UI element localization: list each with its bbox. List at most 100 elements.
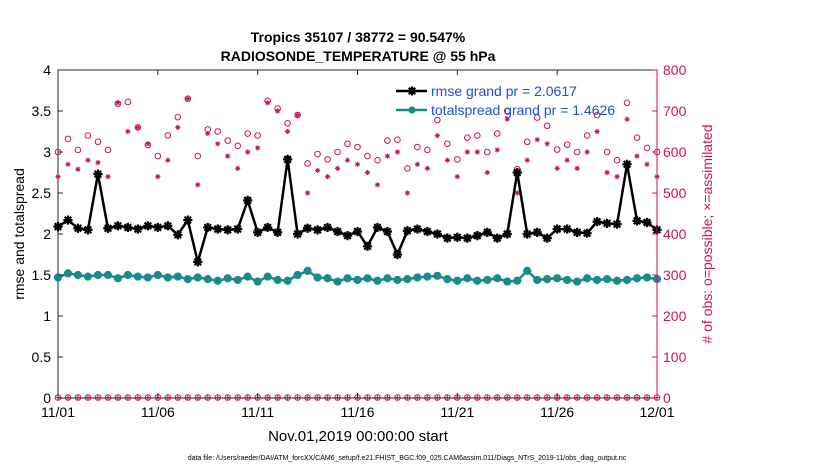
obs-baseline-possible-point <box>583 394 591 401</box>
obs-assimilated-point <box>125 128 131 135</box>
totalspread-point <box>333 277 342 286</box>
obs-baseline-assimilated-point <box>484 394 490 401</box>
legend: rmse grand pr = 2.0617 totalspread grand… <box>396 83 615 118</box>
obs-baseline-possible-point <box>414 394 421 401</box>
y-tick-label-left: 3 <box>43 144 51 160</box>
obs-baseline-assimilated-point <box>195 394 201 401</box>
obs-baseline-assimilated-point <box>245 394 251 401</box>
totalspread-point <box>433 271 442 280</box>
obs-assimilated-point <box>295 112 301 118</box>
obs-baseline-possible-point <box>244 394 251 401</box>
obs-baseline-possible-point <box>533 394 541 401</box>
obs-possible-point <box>124 98 132 106</box>
totalspread-point <box>403 275 412 284</box>
obs-baseline-possible-point <box>224 394 232 401</box>
obs-assimilated-point <box>75 166 81 172</box>
obs-assimilated-point <box>145 141 151 147</box>
obs-possible-point <box>184 95 192 102</box>
legend-spread-marker <box>408 106 416 114</box>
rmse-point <box>372 222 383 233</box>
obs-possible-point <box>583 132 591 139</box>
obs-assimilated-point <box>424 165 430 171</box>
totalspread-point <box>123 270 132 280</box>
obs-baseline-assimilated-point <box>534 394 540 401</box>
obs-baseline-assimilated-point <box>145 394 151 401</box>
obs-baseline-possible-point <box>134 394 142 401</box>
obs-baseline-assimilated-point <box>135 394 141 401</box>
totalspread-point <box>323 274 332 283</box>
x-tick-label: 12/01 <box>639 404 674 420</box>
obs-possible-point <box>643 144 651 152</box>
x-tick-label: 11/06 <box>141 404 175 420</box>
rmse-point <box>362 241 373 251</box>
y-axis-label-left: rmse and totalspread <box>11 168 27 300</box>
obs-possible-point <box>384 137 391 144</box>
rmse-point <box>193 257 203 267</box>
obs-assimilated-point <box>574 165 580 171</box>
obs-possible-point <box>543 122 551 130</box>
obs-baseline-assimilated-point <box>404 394 411 401</box>
totalspread-point <box>533 275 542 285</box>
totalspread-point <box>343 274 352 283</box>
obs-assimilated-point <box>634 153 640 159</box>
totalspread-point <box>483 275 492 285</box>
totalspread-point <box>353 275 362 285</box>
rmse-point <box>183 215 193 225</box>
obs-assimilated-point <box>314 167 321 174</box>
obs-baseline-possible-point <box>304 394 311 401</box>
totalspread-point <box>273 275 282 285</box>
totalspread-point <box>583 274 592 283</box>
obs-baseline-assimilated-point <box>344 394 351 401</box>
obs-assimilated-point <box>494 147 500 153</box>
rmse-point <box>582 228 592 238</box>
obs-possible-point <box>304 160 311 167</box>
obs-assimilated-point <box>544 141 550 147</box>
obs-assimilated-point <box>285 128 291 135</box>
totalspread-point <box>283 276 292 285</box>
totalspread-point <box>513 276 522 285</box>
obs-baseline-possible-point <box>573 394 581 401</box>
y-tick-label-right: 300 <box>663 267 687 283</box>
rmse-point <box>133 224 143 234</box>
totalspread-point <box>133 272 142 281</box>
y-tick-label-left: 0.5 <box>32 349 52 365</box>
obs-possible-point <box>613 156 621 164</box>
obs-possible-point <box>64 135 72 143</box>
rmse-point <box>542 233 552 243</box>
obs-baseline-possible-point <box>214 394 222 401</box>
obs-possible-point <box>563 141 571 148</box>
totalspread-point <box>233 275 242 285</box>
obs-baseline-assimilated-point <box>265 394 271 401</box>
totalspread-point <box>93 270 103 280</box>
totalspread-point <box>143 273 152 282</box>
rmse-point <box>412 224 422 234</box>
obs-assimilated-point <box>604 169 610 176</box>
totalspread-point <box>63 269 73 278</box>
obs-possible-point <box>364 152 371 160</box>
obs-assimilated-point <box>464 149 470 155</box>
obs-assimilated-point <box>55 174 61 180</box>
totalspread-point <box>203 275 212 284</box>
obs-possible-point <box>194 152 202 160</box>
rmse-point <box>562 224 572 234</box>
obs-baseline-possible-point <box>334 394 341 401</box>
obs-assimilated-point <box>414 161 420 167</box>
obs-assimilated-point <box>334 165 341 171</box>
rmse-point <box>392 249 403 260</box>
rmse-point <box>332 226 343 237</box>
totalspread-point <box>543 275 552 284</box>
obs-assimilated-point <box>524 157 530 163</box>
rmse-point <box>322 222 333 233</box>
obs-baseline-possible-point <box>174 394 182 401</box>
rmse-point <box>53 222 63 232</box>
rmse-point <box>462 233 472 243</box>
obs-baseline-possible-point <box>424 394 431 401</box>
legend-rmse-marker <box>407 86 417 96</box>
obs-assimilated-point <box>554 165 560 171</box>
obs-baseline-possible-point <box>374 394 381 401</box>
totalspread-point <box>263 272 272 281</box>
obs-assimilated-point <box>115 100 121 106</box>
obs-baseline-assimilated-point <box>125 394 131 401</box>
obs-baseline-assimilated-point <box>215 394 221 401</box>
totalspread-point <box>363 274 372 283</box>
